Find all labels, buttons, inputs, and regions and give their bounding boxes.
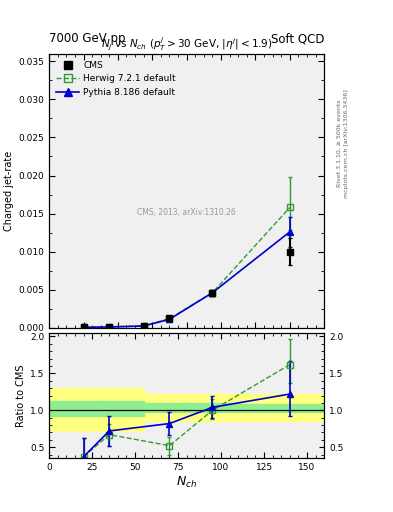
Text: Rivet 3.1.10, ≥ 500k events: Rivet 3.1.10, ≥ 500k events xyxy=(336,99,342,187)
Title: $N_j$ vs $N_{ch}$ ($p_T^j$$>$30 GeV, $|\eta^j|$$<$1.9): $N_j$ vs $N_{ch}$ ($p_T^j$$>$30 GeV, $|\… xyxy=(101,35,272,53)
Text: CMS, 2013, arXiv:1310.26: CMS, 2013, arXiv:1310.26 xyxy=(137,208,236,217)
Text: mcplots.cern.ch [arXiv:1306.3436]: mcplots.cern.ch [arXiv:1306.3436] xyxy=(344,89,349,198)
Y-axis label: Ratio to CMS: Ratio to CMS xyxy=(16,364,26,427)
Text: 7000 GeV pp: 7000 GeV pp xyxy=(49,32,126,45)
Y-axis label: Charged jet-rate: Charged jet-rate xyxy=(4,151,14,231)
Text: Soft QCD: Soft QCD xyxy=(271,32,324,45)
X-axis label: $N_{ch}$: $N_{ch}$ xyxy=(176,475,197,490)
Legend: CMS, Herwig 7.2.1 default, Pythia 8.186 default: CMS, Herwig 7.2.1 default, Pythia 8.186 … xyxy=(53,58,179,100)
